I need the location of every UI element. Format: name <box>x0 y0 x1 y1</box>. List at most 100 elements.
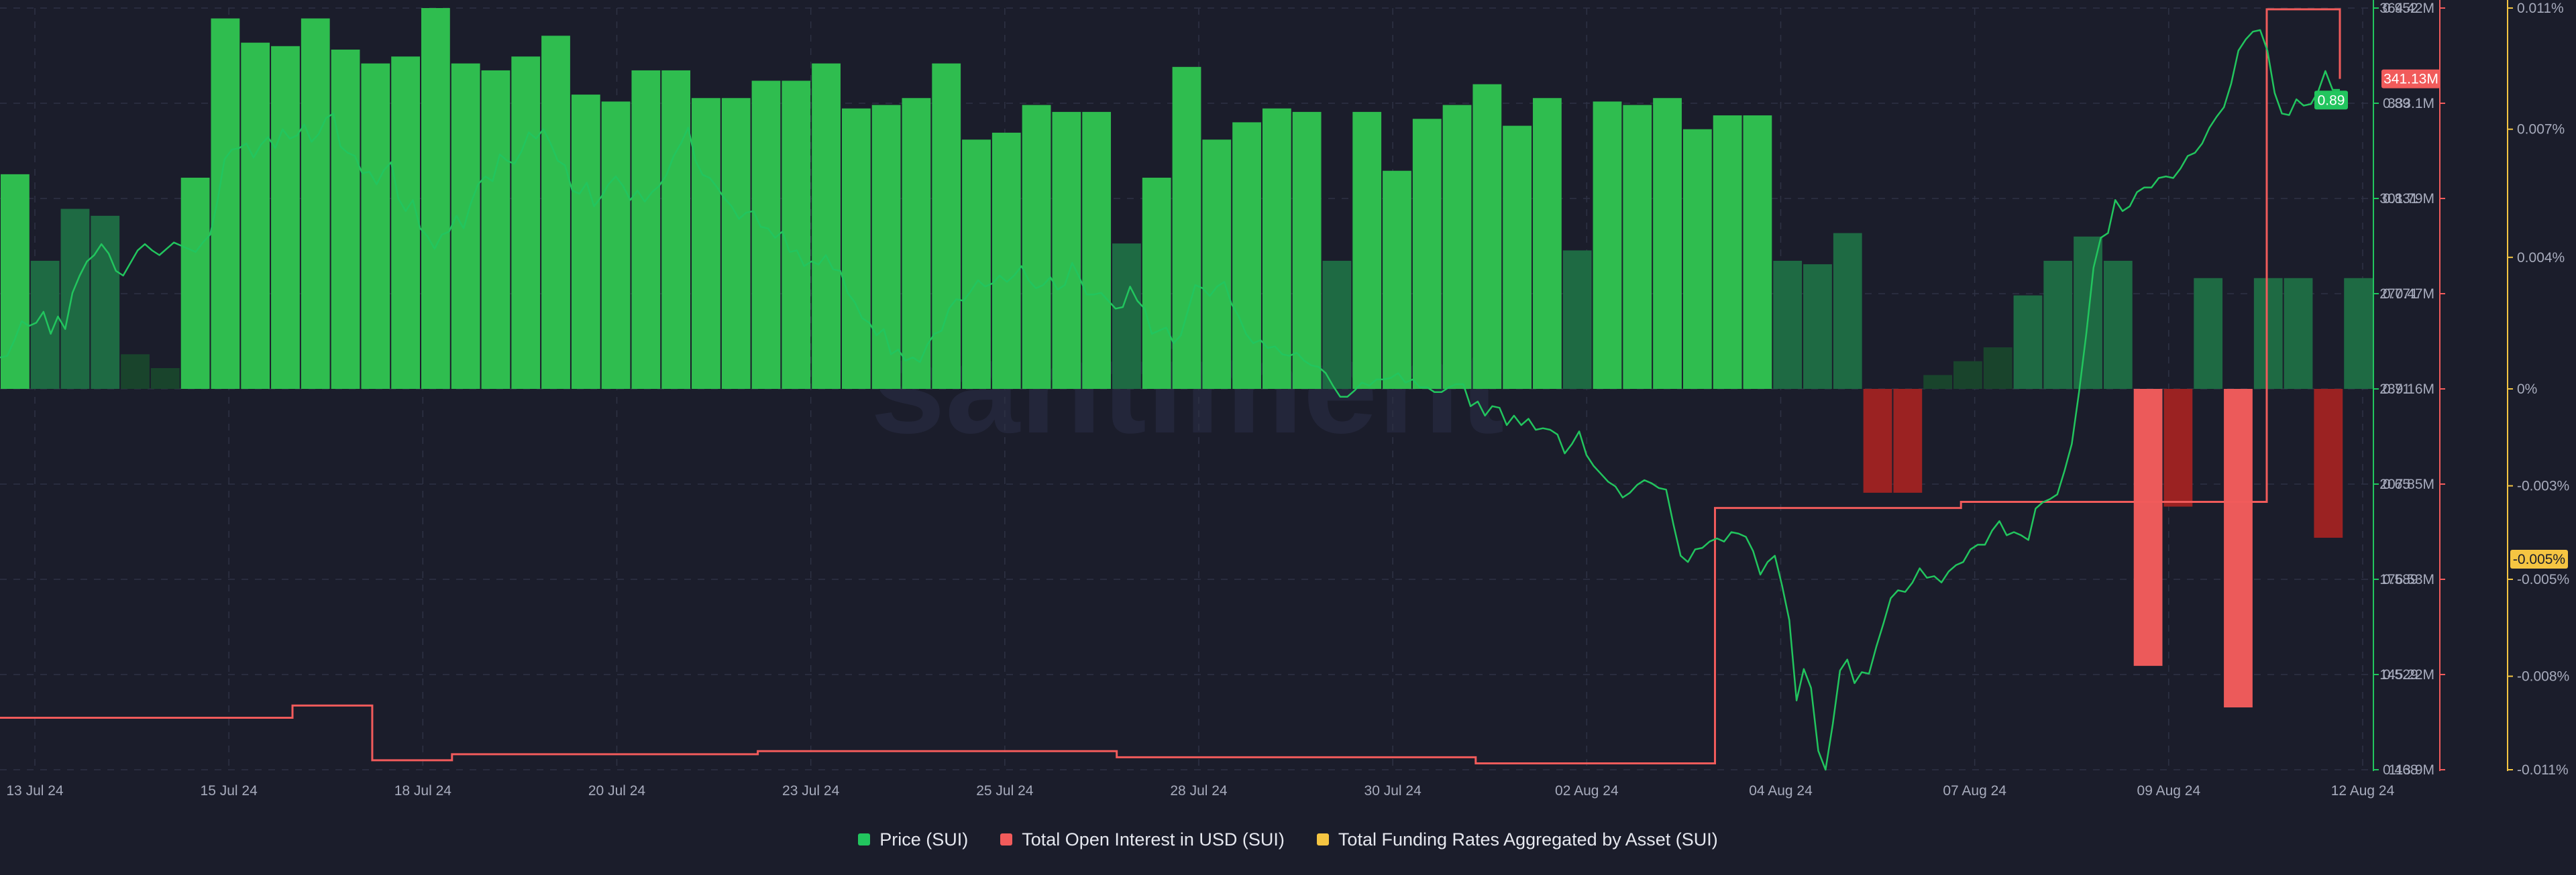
funding-bar <box>2253 278 2283 389</box>
price-current-badge-bg <box>2314 91 2348 110</box>
funding-bar <box>1112 243 1141 389</box>
funding-bar <box>541 36 570 390</box>
legend-label-funding: Total Funding Rates Aggregated by Asset … <box>1338 829 1718 850</box>
funding-bar <box>180 178 210 389</box>
funding-tick-label: -0.005% <box>2517 572 2569 587</box>
x-tick-label: 07 Aug 24 <box>1943 783 2006 799</box>
funding-bar <box>451 63 480 390</box>
funding-tick-label: 0.011% <box>2517 1 2564 16</box>
open-interest-tick-label: 113.9M <box>2389 762 2435 778</box>
funding-current-badge-text: -0.005% <box>2513 552 2565 567</box>
open-interest-tick-label: 176.53M <box>2379 572 2434 587</box>
x-tick-label: 04 Aug 24 <box>1749 783 1813 799</box>
funding-bar <box>2163 389 2193 507</box>
funding-bar <box>301 18 330 390</box>
funding-bar <box>1172 66 1201 390</box>
funding-bar <box>1352 111 1382 389</box>
funding-bar <box>1533 98 1562 389</box>
funding-bar <box>1202 139 1232 389</box>
funding-tick-label: -0.008% <box>2517 669 2569 685</box>
x-tick-label: 02 Aug 24 <box>1555 783 1619 799</box>
funding-bar <box>1562 250 1592 389</box>
funding-bar <box>2284 278 2313 389</box>
funding-bar <box>2043 260 2073 389</box>
open-interest-current-badge-text: 341.13M <box>2383 72 2438 87</box>
funding-bar <box>2133 389 2163 666</box>
price-tick-label: 0.65 <box>2383 477 2410 492</box>
funding-bar <box>1082 111 1112 389</box>
funding-bar <box>391 56 420 390</box>
legend-label-open-interest: Total Open Interest in USD (SUI) <box>1022 829 1285 850</box>
funding-bar <box>150 368 180 389</box>
legend-item-open-interest[interactable]: Total Open Interest in USD (SUI) <box>1000 829 1285 850</box>
funding-bar <box>902 98 931 389</box>
funding-current-badge-bg <box>2510 550 2568 569</box>
funding-bar <box>991 132 1021 389</box>
funding-bar <box>1472 84 1502 389</box>
legend-item-funding[interactable]: Total Funding Rates Aggregated by Asset … <box>1316 829 1718 850</box>
price-tick-label: 0.529 <box>2383 667 2418 683</box>
x-tick-label: 18 Jul 24 <box>394 783 452 799</box>
funding-bar <box>1232 122 1261 389</box>
open-interest-tick-label: 207.85M <box>2379 477 2434 492</box>
funding-bar <box>1412 119 1442 389</box>
funding-bar <box>1682 129 1712 389</box>
legend-swatch-open-interest <box>1000 833 1013 845</box>
price-tick-label: 0.771 <box>2383 286 2418 302</box>
funding-tick-label: -0.003% <box>2517 479 2569 494</box>
funding-bar <box>692 98 720 389</box>
funding-bar <box>1142 178 1171 389</box>
funding-bar <box>2344 278 2373 389</box>
funding-bar <box>1623 105 1652 389</box>
open-interest-tick-label: 145.22M <box>2379 667 2434 683</box>
funding-bar <box>1863 389 1892 493</box>
open-interest-tick-label: 364.42M <box>2379 1 2434 16</box>
funding-bar <box>1262 108 1291 389</box>
funding-bar <box>121 354 150 389</box>
funding-bar <box>721 98 751 389</box>
funding-bar <box>1292 111 1322 389</box>
funding-bar <box>812 63 841 390</box>
open-interest-tick-label: 239.16M <box>2379 382 2434 397</box>
price-tick-label: 0.468 <box>2383 762 2418 778</box>
funding-bar <box>1743 115 1772 389</box>
open-interest-tick-label: 301.79M <box>2379 191 2434 207</box>
funding-bar <box>751 80 781 389</box>
funding-bar <box>2194 278 2223 389</box>
funding-tick-label: 0% <box>2517 382 2537 397</box>
funding-bar <box>1833 233 1862 389</box>
funding-bar <box>60 209 90 389</box>
funding-bar <box>361 63 390 390</box>
funding-bar <box>481 70 511 389</box>
funding-bar <box>571 95 600 389</box>
price-tick-label: 0.589 <box>2383 572 2418 587</box>
legend-swatch-funding <box>1316 833 1329 845</box>
funding-bar <box>1052 111 1081 389</box>
funding-bar <box>1983 347 2012 389</box>
open-interest-tick-label: 270.47M <box>2379 286 2434 302</box>
funding-bar <box>661 70 691 389</box>
funding-bar <box>1893 389 1923 493</box>
funding-bar <box>1803 264 1832 389</box>
funding-bar <box>1383 170 1411 389</box>
funding-bar <box>1923 375 1953 389</box>
funding-bar <box>782 80 811 389</box>
price-line <box>0 29 2340 771</box>
x-tick-label: 20 Jul 24 <box>588 783 646 799</box>
funding-bar <box>241 42 270 390</box>
legend-item-price[interactable]: Price (SUI) <box>858 829 968 850</box>
price-tick-label: 0.71 <box>2383 382 2410 397</box>
funding-bar <box>271 46 300 390</box>
funding-bar <box>511 56 541 390</box>
open-interest-tick-label: 333.1M <box>2387 96 2434 111</box>
funding-bar <box>1 174 30 389</box>
x-tick-label: 25 Jul 24 <box>976 783 1034 799</box>
funding-bar <box>1322 260 1352 389</box>
funding-bar <box>211 18 240 390</box>
funding-bar <box>1653 98 1682 389</box>
funding-bar <box>841 108 871 389</box>
funding-tick-label: -0.011% <box>2517 762 2569 778</box>
funding-bar <box>2314 389 2343 538</box>
funding-bar <box>1022 105 1051 389</box>
